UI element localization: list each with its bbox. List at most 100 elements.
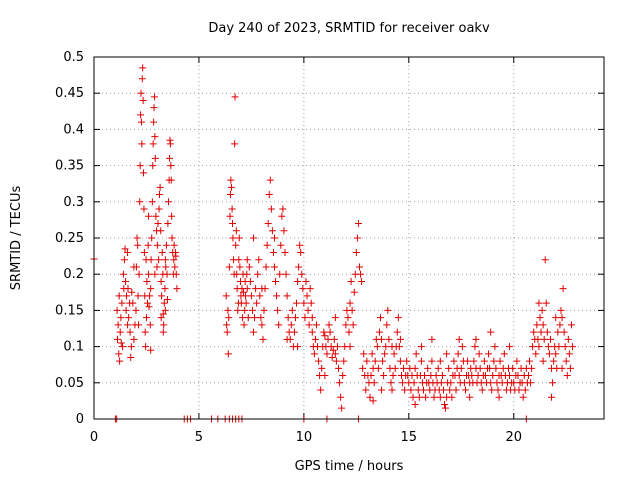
data-point: [496, 357, 504, 365]
data-point: [145, 212, 153, 220]
data-point: [466, 393, 474, 401]
data-point: [124, 285, 132, 293]
data-point: [298, 270, 306, 278]
data-point: [124, 248, 132, 256]
data-point: [440, 401, 448, 409]
data-point: [312, 321, 320, 329]
data-point: [327, 343, 335, 351]
data-point: [318, 364, 326, 372]
data-point: [243, 256, 251, 264]
data-point: [558, 364, 566, 372]
data-point: [127, 353, 135, 361]
data-point: [565, 350, 573, 358]
data-point: [407, 386, 415, 394]
data-point: [276, 270, 284, 278]
data-point: [229, 234, 237, 242]
data-point: [283, 292, 291, 300]
data-point: [513, 357, 521, 365]
data-point: [545, 350, 553, 358]
data-point: [390, 350, 398, 358]
data-point: [163, 270, 171, 278]
data-point: [537, 328, 545, 336]
data-point: [539, 357, 547, 365]
data-point: [436, 357, 444, 365]
data-point: [231, 140, 239, 148]
data-point: [119, 343, 127, 351]
data-point: [358, 277, 366, 285]
data-point: [452, 386, 460, 394]
data-point: [439, 386, 447, 394]
data-point: [115, 292, 123, 300]
data-point: [172, 270, 180, 278]
data-point: [306, 285, 314, 293]
data-point: [342, 321, 350, 329]
data-point: [326, 328, 334, 336]
data-point: [530, 328, 538, 336]
data-point: [227, 176, 235, 184]
data-point: [163, 296, 171, 304]
data-point: [149, 140, 157, 148]
data-point: [147, 346, 155, 354]
data-point: [225, 263, 233, 271]
data-point: [540, 335, 548, 343]
data-point: [121, 245, 129, 253]
plot-frame: [93, 56, 605, 420]
data-point: [118, 299, 126, 307]
data-point: [132, 306, 140, 314]
data-point: [124, 321, 132, 329]
y-axis-title: SRMTID / TECUs: [9, 186, 24, 291]
data-point: [162, 263, 170, 271]
x-tick-label: 5: [195, 430, 203, 445]
data-point: [301, 314, 309, 322]
data-point: [487, 379, 495, 387]
data-point: [260, 306, 268, 314]
data-point: [328, 353, 336, 361]
data-point: [388, 343, 396, 351]
data-point: [387, 379, 395, 387]
data-point: [168, 234, 176, 242]
data-point: [144, 299, 152, 307]
data-point: [170, 256, 178, 264]
data-point: [549, 379, 557, 387]
data-point: [280, 227, 288, 235]
data-point: [120, 256, 128, 264]
data-point: [558, 314, 566, 322]
data-point: [371, 357, 379, 365]
data-point: [478, 386, 486, 394]
data-point: [149, 162, 157, 170]
data-point: [240, 321, 248, 329]
data-point: [332, 357, 340, 365]
data-point: [401, 386, 409, 394]
data-point: [250, 328, 258, 336]
data-point: [532, 350, 540, 358]
data-point: [490, 357, 498, 365]
data-point: [224, 306, 232, 314]
data-point: [391, 364, 399, 372]
data-point: [454, 350, 462, 358]
data-point: [370, 379, 378, 387]
data-point: [529, 343, 537, 351]
data-point: [321, 372, 329, 380]
data-point: [491, 343, 499, 351]
data-point: [288, 306, 296, 314]
data-point: [384, 306, 392, 314]
data-point: [345, 328, 353, 336]
data-point: [134, 321, 142, 329]
data-point: [113, 306, 121, 314]
data-point: [428, 335, 436, 343]
data-point: [302, 277, 310, 285]
data-point: [514, 372, 522, 380]
data-point: [287, 321, 295, 329]
data-point: [346, 299, 354, 307]
data-point: [350, 288, 358, 296]
data-point: [428, 357, 436, 365]
data-point: [510, 379, 518, 387]
data-point: [250, 234, 258, 242]
data-point: [308, 328, 316, 336]
data-point: [138, 75, 146, 83]
data-point: [262, 263, 270, 271]
data-point: [412, 350, 420, 358]
data-point: [324, 335, 332, 343]
data-point: [303, 292, 311, 300]
data-point: [569, 343, 577, 351]
